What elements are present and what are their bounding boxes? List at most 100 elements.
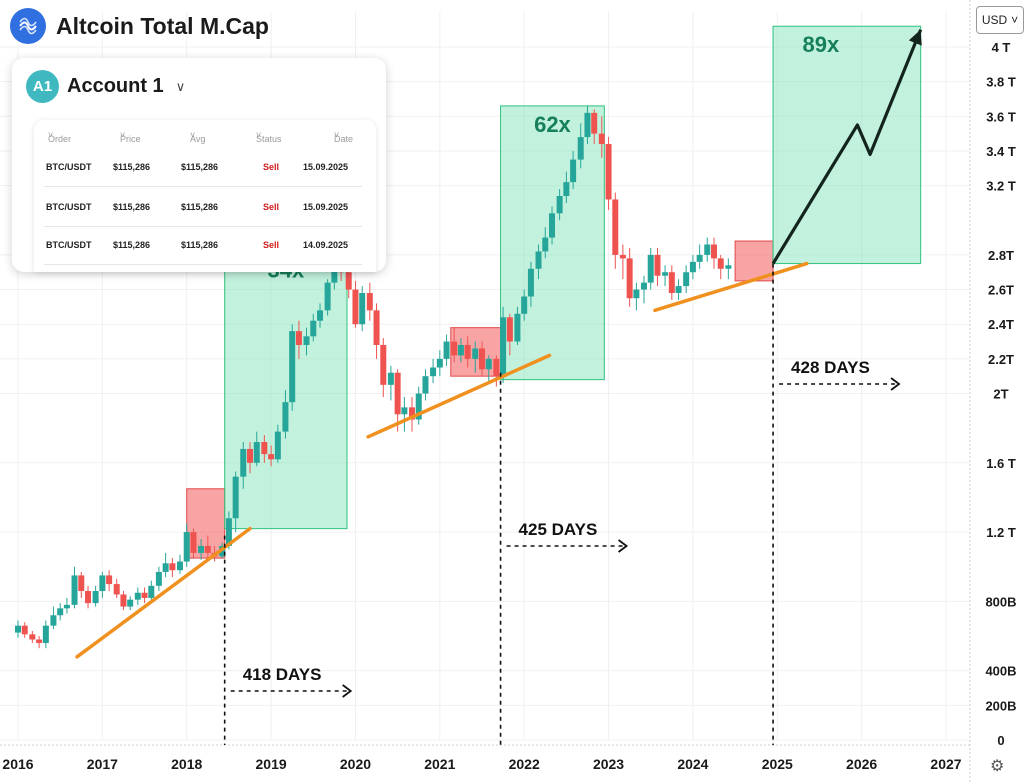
candle bbox=[451, 341, 458, 356]
y-axis-tick-label: 800B bbox=[985, 594, 1016, 609]
growth-multiplier-label: 62x bbox=[534, 112, 571, 137]
cycle-arrowhead bbox=[890, 377, 901, 391]
table-row[interactable]: BTC/USDT $115,286 $115,286 Sell 15.09.20… bbox=[44, 188, 362, 227]
candle bbox=[598, 133, 605, 145]
candle bbox=[591, 112, 598, 134]
candle bbox=[401, 407, 408, 415]
y-axis-tick-label: 2T bbox=[993, 387, 1008, 402]
candle bbox=[704, 244, 711, 255]
support-trendline bbox=[653, 261, 809, 313]
order-date: 15.09.2025 bbox=[303, 202, 349, 212]
candle bbox=[57, 608, 64, 616]
candle bbox=[584, 112, 591, 138]
candle bbox=[675, 286, 682, 294]
candle bbox=[63, 604, 70, 609]
candle bbox=[176, 561, 183, 571]
candle bbox=[654, 254, 661, 276]
chevron-down-icon: ˅ bbox=[1011, 13, 1019, 27]
order-avg: $115,286 bbox=[181, 202, 219, 212]
column-header-status[interactable]: Status ˅ bbox=[256, 130, 282, 144]
y-axis-tick-label: 4 T bbox=[992, 40, 1011, 55]
candle bbox=[324, 282, 331, 311]
table-header: Order ˅ Price ˅ Avg ˅ Status ˅ Date ˅ bbox=[34, 126, 376, 146]
order-avg: $115,286 bbox=[181, 240, 219, 250]
candle bbox=[317, 310, 324, 321]
candle bbox=[577, 137, 584, 160]
candle bbox=[169, 563, 176, 571]
candle bbox=[683, 272, 690, 287]
y-axis-tick-label: 3.8 T bbox=[986, 75, 1016, 90]
chevron-down-icon: ∨ bbox=[175, 78, 186, 94]
candle bbox=[162, 563, 169, 572]
cycle-arrowhead bbox=[342, 684, 353, 698]
candle bbox=[689, 261, 696, 273]
candle bbox=[619, 254, 626, 259]
currency-selector[interactable]: USD ˅ bbox=[976, 6, 1024, 34]
candle bbox=[443, 341, 450, 359]
candle bbox=[127, 599, 134, 607]
candle bbox=[408, 407, 415, 420]
column-header-date[interactable]: Date ˅ bbox=[334, 130, 354, 144]
order-avg: $115,286 bbox=[181, 162, 219, 172]
candle bbox=[415, 393, 422, 420]
column-header-avg[interactable]: Avg ˅ bbox=[190, 130, 206, 144]
candle bbox=[92, 591, 99, 604]
candle bbox=[274, 431, 281, 460]
candle bbox=[514, 313, 521, 342]
candle bbox=[535, 251, 542, 269]
candle bbox=[626, 258, 633, 299]
candle bbox=[303, 336, 310, 345]
y-axis-tick-label: 3.4 T bbox=[986, 144, 1016, 159]
table-row[interactable]: BTC/USDT $115,286 $115,286 Sell 14.09.20… bbox=[44, 226, 362, 265]
candle bbox=[240, 448, 247, 477]
cycle-duration-label: 425 DAYS bbox=[519, 520, 598, 539]
candle bbox=[640, 282, 647, 290]
candle bbox=[394, 372, 401, 415]
candle bbox=[436, 358, 443, 368]
candle bbox=[373, 310, 380, 345]
candle bbox=[106, 575, 113, 585]
candle bbox=[113, 584, 120, 595]
y-axis-tick-label: 400B bbox=[985, 664, 1016, 679]
order-price: $115,286 bbox=[113, 202, 151, 212]
growth-multiplier-label: 89x bbox=[803, 32, 840, 57]
column-header-price[interactable]: Price ˅ bbox=[120, 130, 141, 144]
avatar: A1 bbox=[26, 70, 59, 103]
candle bbox=[310, 320, 317, 337]
candle bbox=[36, 639, 43, 643]
candle bbox=[268, 454, 275, 460]
y-axis-tick-label: 2.2T bbox=[988, 352, 1014, 367]
candle bbox=[78, 575, 85, 592]
table-row[interactable]: BTC/USDT $115,286 $115,286 Sell 15.09.20… bbox=[44, 148, 362, 187]
candle bbox=[479, 348, 485, 370]
candle bbox=[521, 296, 528, 314]
candle bbox=[485, 358, 492, 370]
x-axis-tick-label: 2019 bbox=[256, 756, 287, 772]
candle bbox=[134, 592, 141, 600]
candle bbox=[42, 625, 49, 643]
y-axis-tick-label: 2.4T bbox=[988, 317, 1014, 332]
candle bbox=[493, 358, 500, 377]
candle bbox=[668, 272, 675, 294]
gear-icon[interactable]: ⚙ bbox=[990, 758, 1005, 775]
candle bbox=[204, 545, 211, 553]
projection-arrowhead bbox=[908, 29, 922, 46]
x-axis-tick-label: 2022 bbox=[509, 756, 540, 772]
candle bbox=[359, 293, 366, 325]
candle bbox=[612, 199, 619, 255]
account-selector[interactable]: A1 Account 1 ∨ bbox=[26, 70, 185, 103]
candle bbox=[253, 442, 260, 463]
cycle-duration-label: 418 DAYS bbox=[243, 665, 322, 684]
candle bbox=[232, 476, 239, 519]
candle bbox=[570, 159, 577, 183]
candle bbox=[261, 442, 268, 455]
candle bbox=[183, 532, 190, 562]
candle bbox=[289, 331, 296, 403]
candle bbox=[155, 571, 162, 586]
candle bbox=[99, 575, 106, 592]
candle bbox=[29, 634, 36, 640]
order-price: $115,286 bbox=[113, 162, 151, 172]
candle bbox=[696, 254, 703, 262]
orders-table: Order ˅ Price ˅ Avg ˅ Status ˅ Date ˅ BTC/USD… bbox=[34, 120, 376, 272]
column-header-order[interactable]: Order ˅ bbox=[48, 130, 72, 144]
